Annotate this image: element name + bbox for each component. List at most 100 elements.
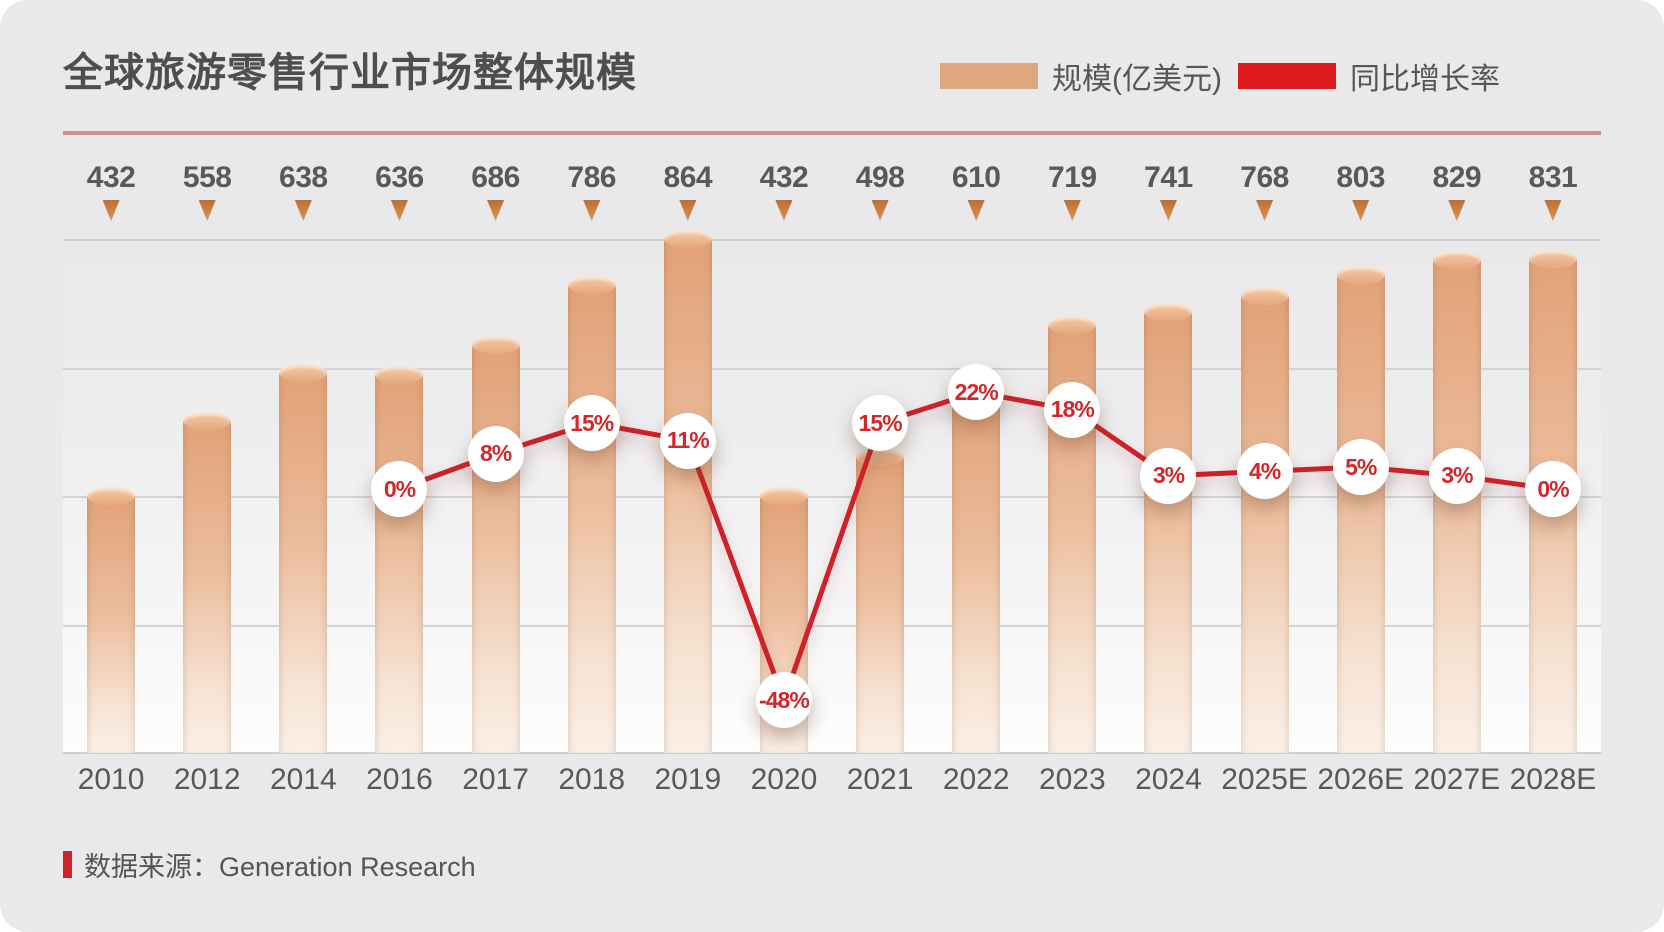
line-series-swatch	[1238, 63, 1336, 89]
bar-value-label: 786	[567, 161, 616, 194]
value-pointer-icon	[1448, 200, 1466, 221]
value-pointer-icon	[967, 200, 985, 221]
value-pointer-icon	[390, 200, 408, 221]
growth-bubble-label: 22%	[954, 378, 999, 405]
value-label-cell: 768	[1217, 161, 1313, 221]
value-pointer-icon	[775, 200, 793, 221]
growth-bubble: 3%	[1140, 447, 1197, 504]
bar-value-label: 636	[375, 161, 424, 194]
growth-bubble-label: 18%	[1050, 396, 1095, 423]
bar	[1240, 287, 1289, 753]
title-separator	[63, 131, 1601, 135]
growth-bubble: 0%	[1524, 461, 1581, 517]
value-pointer-icon	[1352, 200, 1370, 221]
x-axis-baseline	[63, 752, 1601, 754]
growth-bubble: -48%	[755, 672, 812, 729]
bar-value-label: 803	[1336, 161, 1385, 194]
value-label-cell: 786	[544, 161, 640, 221]
bar	[279, 364, 328, 753]
growth-bubble: 8%	[467, 425, 524, 482]
bar-value-label: 741	[1144, 161, 1193, 194]
value-pointer-icon	[1159, 200, 1177, 221]
bar-value-label: 638	[279, 161, 328, 194]
growth-bubble: 22%	[948, 364, 1005, 421]
bar	[87, 487, 136, 753]
chart-area: 432 558 638 636 686 786 864 432 498 610 719 741 768 8…	[63, 131, 1601, 831]
value-label-cell: 829	[1409, 161, 1505, 221]
x-axis-label: 2010	[77, 763, 145, 796]
bar	[1432, 250, 1481, 753]
value-label-cell: 686	[448, 161, 544, 221]
bar-value-label: 498	[855, 161, 905, 194]
bar	[471, 335, 520, 753]
x-axis-label: 2021	[846, 763, 914, 796]
growth-bubble-label: 3%	[1441, 462, 1473, 489]
bar	[1144, 303, 1193, 753]
bar	[856, 447, 905, 753]
source-marker	[63, 851, 72, 878]
growth-bubble: 18%	[1044, 381, 1101, 438]
growth-bubble-label: 15%	[570, 409, 614, 436]
value-label-cell: 741	[1120, 161, 1216, 221]
gridline	[63, 367, 1601, 370]
chart-plot: 0% 8% 15% 11% -48% 15% 22% 18% 3% 4% 5% 3% 0%	[63, 230, 1601, 754]
x-axis-label: 2012	[173, 763, 241, 796]
bar-value-label: 829	[1432, 161, 1482, 194]
legend-item-scale: 规模(亿美元)	[940, 54, 1222, 98]
page-title: 全球旅游零售行业市场整体规模	[63, 51, 637, 95]
bar-value-label: 558	[182, 161, 232, 194]
x-axis-label: 2026E	[1317, 763, 1405, 796]
growth-bubble: 3%	[1428, 447, 1485, 504]
value-pointer-icon	[583, 200, 601, 221]
value-label-cell: 610	[928, 161, 1024, 221]
value-label-cell: 803	[1313, 161, 1409, 221]
bar-value-label: 768	[1240, 161, 1289, 194]
bar-value-label: 831	[1528, 161, 1578, 194]
value-pointer-icon	[102, 200, 120, 221]
growth-bubble-label: 0%	[383, 475, 416, 502]
bar-value-label: 432	[759, 161, 809, 194]
value-label-cell: 831	[1505, 161, 1601, 221]
value-label-cell: 558	[159, 161, 255, 221]
bar	[663, 230, 712, 753]
value-pointer-icon	[1544, 200, 1562, 221]
growth-bubble-label: -48%	[759, 686, 810, 713]
x-axis-label: 2014	[269, 763, 337, 796]
bar-value-label: 610	[951, 161, 1001, 194]
value-pointer-icon	[294, 200, 312, 221]
growth-bubble: 0%	[371, 461, 428, 517]
x-axis-label: 2017	[462, 763, 529, 796]
value-label-cell: 636	[351, 161, 447, 221]
bar	[567, 276, 616, 753]
value-pointer-icon	[871, 200, 889, 221]
growth-bubble-label: 11%	[666, 427, 710, 454]
value-label-cell: 432	[63, 161, 159, 221]
value-label-cell: 432	[736, 161, 832, 221]
growth-bubble: 11%	[659, 412, 716, 469]
value-pointer-icon	[1256, 200, 1274, 221]
bar-value-label: 864	[663, 161, 713, 194]
growth-bubble-label: 8%	[479, 440, 512, 467]
value-pointer-icon	[198, 200, 216, 221]
x-axis-label: 2025E	[1221, 763, 1308, 796]
legend-item-growth: 同比增长率	[1238, 54, 1500, 98]
value-label-row: 432 558 638 636 686 786 864 432 498 610 719 741 768 8…	[63, 161, 1601, 231]
x-axis-label: 2027E	[1413, 763, 1501, 796]
bar-series-swatch	[940, 63, 1039, 89]
bar	[183, 412, 232, 753]
legend-label: 同比增长率	[1350, 63, 1500, 96]
growth-bubble: 15%	[563, 395, 620, 451]
growth-bubble: 15%	[852, 395, 909, 451]
value-label-cell: 498	[832, 161, 928, 221]
source-label: 数据来源：Generation Research	[84, 852, 476, 882]
growth-bubble-label: 0%	[1537, 475, 1569, 502]
growth-bubble-label: 15%	[858, 409, 903, 436]
value-pointer-icon	[487, 200, 505, 221]
gridline	[63, 624, 1601, 627]
x-axis-label: 2016	[366, 763, 433, 796]
x-axis-label: 2028E	[1509, 763, 1597, 796]
value-label-cell: 719	[1024, 161, 1120, 221]
value-pointer-icon	[679, 200, 697, 221]
value-label-cell: 638	[255, 161, 351, 221]
